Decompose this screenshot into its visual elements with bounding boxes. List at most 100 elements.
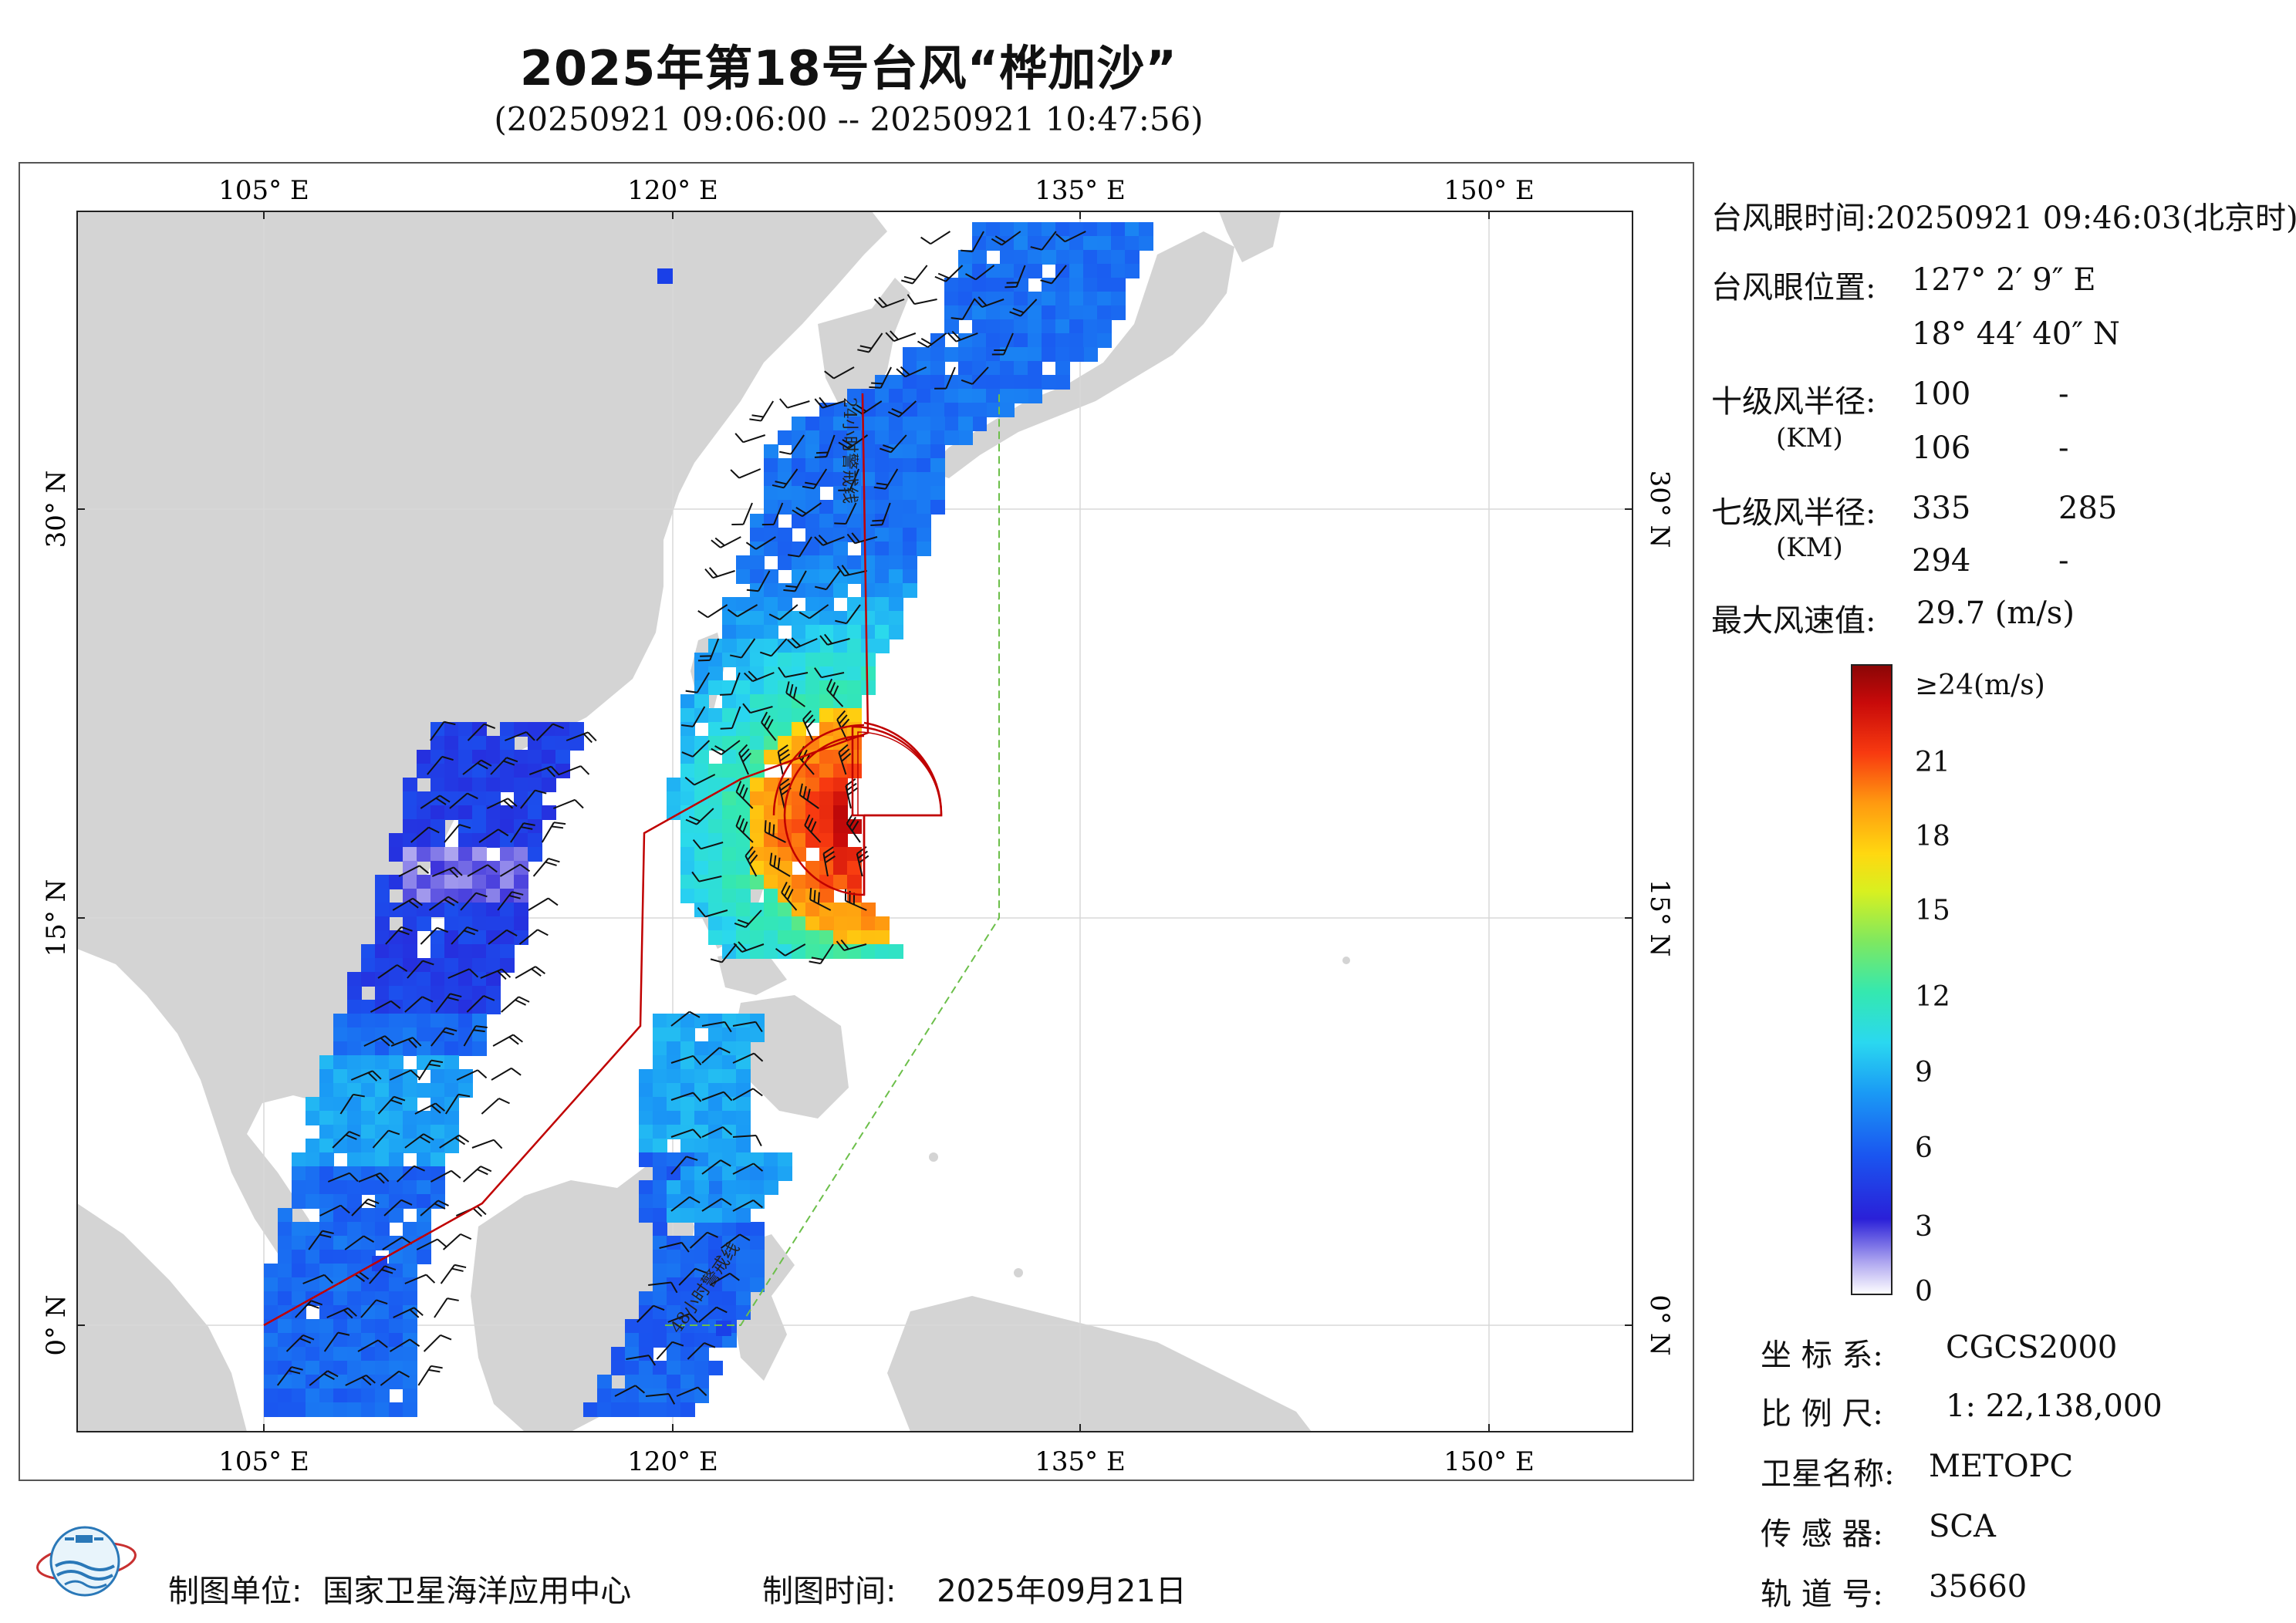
wind-barb	[444, 824, 471, 843]
wind-barb	[870, 502, 891, 527]
wind-barb	[720, 672, 741, 696]
wind-barb	[435, 993, 462, 1013]
wind-barb	[836, 710, 850, 741]
wind-barb	[501, 996, 530, 1013]
wind-barb	[456, 1069, 488, 1081]
wind-barb	[768, 604, 799, 621]
eye-time-row: 台风眼时间:20250921 09:46:03(北京时)	[1711, 193, 2296, 238]
wind-barb	[377, 1095, 406, 1115]
wind-barb	[434, 1297, 459, 1318]
orbit-value: 35660	[1929, 1569, 2028, 1604]
wind-barb	[404, 1274, 436, 1284]
colorbar-label-0: 0	[1915, 1276, 1933, 1308]
wind-barb	[846, 532, 878, 545]
eye-pos-label: 台风眼位置:	[1711, 270, 1876, 305]
wind-barb	[398, 865, 430, 877]
scale-value: 1: 22,138,000	[1946, 1388, 2163, 1424]
wind-barb	[709, 1272, 740, 1286]
wind-barb	[745, 536, 776, 550]
wind-barb	[528, 897, 559, 911]
wind-barb	[449, 792, 478, 809]
lat-label-left-30: 30° N	[41, 471, 72, 548]
wind-barb	[541, 822, 566, 843]
wind-barb	[451, 926, 479, 945]
wind-barb	[907, 294, 937, 305]
wind-barb	[478, 828, 509, 843]
wind-barb	[885, 330, 917, 342]
wind-barb	[670, 1129, 702, 1139]
wind-barb	[838, 744, 852, 775]
wind-barb	[873, 296, 905, 309]
wind-barb	[428, 896, 459, 911]
wind-barb	[363, 1035, 395, 1047]
wind-barb	[372, 1129, 400, 1149]
wind-barb	[734, 433, 766, 444]
wind-barb	[947, 330, 978, 342]
eye-time-label: 台风眼时间:	[1711, 201, 1876, 236]
wind-barb	[535, 723, 565, 741]
max-wind-value: 29.7 (m/s)	[1916, 596, 2075, 631]
r10-label: 十级风半径:	[1711, 384, 1876, 420]
wind-barb	[350, 1070, 382, 1081]
wind-barb	[973, 296, 1004, 309]
wind-barb	[423, 1334, 452, 1352]
wind-barb	[407, 960, 434, 979]
wind-barb	[685, 808, 714, 825]
wind-barb	[697, 638, 720, 662]
lon-label-bottom-120: 120° E	[627, 1446, 718, 1477]
colorbar-label-15: 15	[1915, 895, 1950, 926]
r7-value-4: -	[2058, 543, 2069, 579]
wind-barb	[772, 468, 799, 489]
wind-barb	[332, 1131, 361, 1149]
wind-barb	[761, 711, 777, 741]
wind-barb	[779, 398, 810, 409]
wind-barb	[559, 765, 590, 775]
lat-label-right-0: 0° N	[1644, 1294, 1675, 1355]
wind-barb	[732, 1200, 763, 1212]
wind-barb	[1004, 265, 1026, 288]
wind-barb	[746, 570, 771, 592]
date-label: 制图时间:	[762, 1574, 896, 1609]
wind-barb	[481, 1098, 510, 1115]
lat-label-left-15: 15° N	[41, 879, 72, 957]
wind-barb	[814, 535, 845, 546]
wind-barb	[738, 744, 751, 775]
sensor-label: 传 感 器:	[1761, 1517, 1883, 1552]
wind-barb	[991, 332, 1014, 356]
wind-barb	[742, 703, 773, 714]
wind-barb	[836, 565, 867, 577]
wind-barb	[439, 1134, 470, 1149]
wind-barb	[721, 1233, 751, 1249]
wind-barb	[1040, 265, 1067, 285]
wind-barb	[869, 366, 892, 389]
wind-barb	[397, 1165, 426, 1183]
wind-barb	[769, 852, 791, 877]
lon-label-bottom-150: 150° E	[1443, 1446, 1535, 1477]
wind-barb	[692, 839, 724, 850]
wind-barb	[961, 366, 989, 385]
wind-barb	[681, 740, 711, 758]
wind-barb	[370, 1000, 401, 1013]
swath-east	[667, 222, 1153, 959]
wind-barb	[420, 926, 449, 945]
wind-barb	[295, 1300, 323, 1318]
wind-barb	[901, 265, 928, 285]
wind-barb	[417, 1365, 443, 1386]
wind-barb	[887, 400, 917, 418]
wind-barb	[743, 670, 775, 683]
wind-barb	[427, 755, 454, 775]
wind-barb	[486, 798, 518, 809]
wind-barb	[676, 1386, 707, 1397]
wind-barb	[326, 1307, 357, 1319]
wind-barb	[380, 1370, 410, 1386]
wind-barb	[462, 1166, 492, 1183]
wind-barb	[814, 434, 836, 458]
wind-barb	[685, 672, 711, 693]
wind-barb	[645, 1393, 676, 1405]
wind-barb	[490, 757, 518, 775]
wind-barb	[302, 1274, 333, 1284]
wind-barb	[873, 468, 899, 490]
wind-barb	[532, 857, 560, 877]
wind-barb	[467, 864, 498, 877]
wind-barb	[467, 723, 496, 741]
